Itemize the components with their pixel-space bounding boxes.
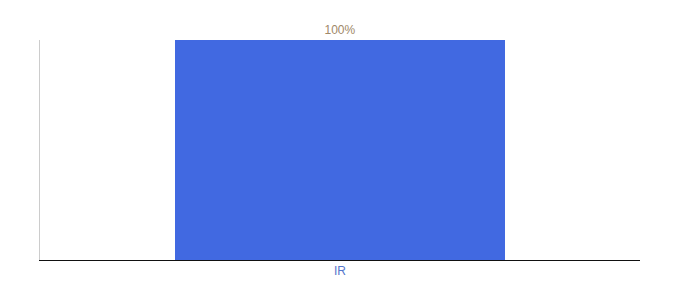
svg-text:100%: 100% xyxy=(324,23,355,37)
svg-text:IR: IR xyxy=(334,264,346,278)
